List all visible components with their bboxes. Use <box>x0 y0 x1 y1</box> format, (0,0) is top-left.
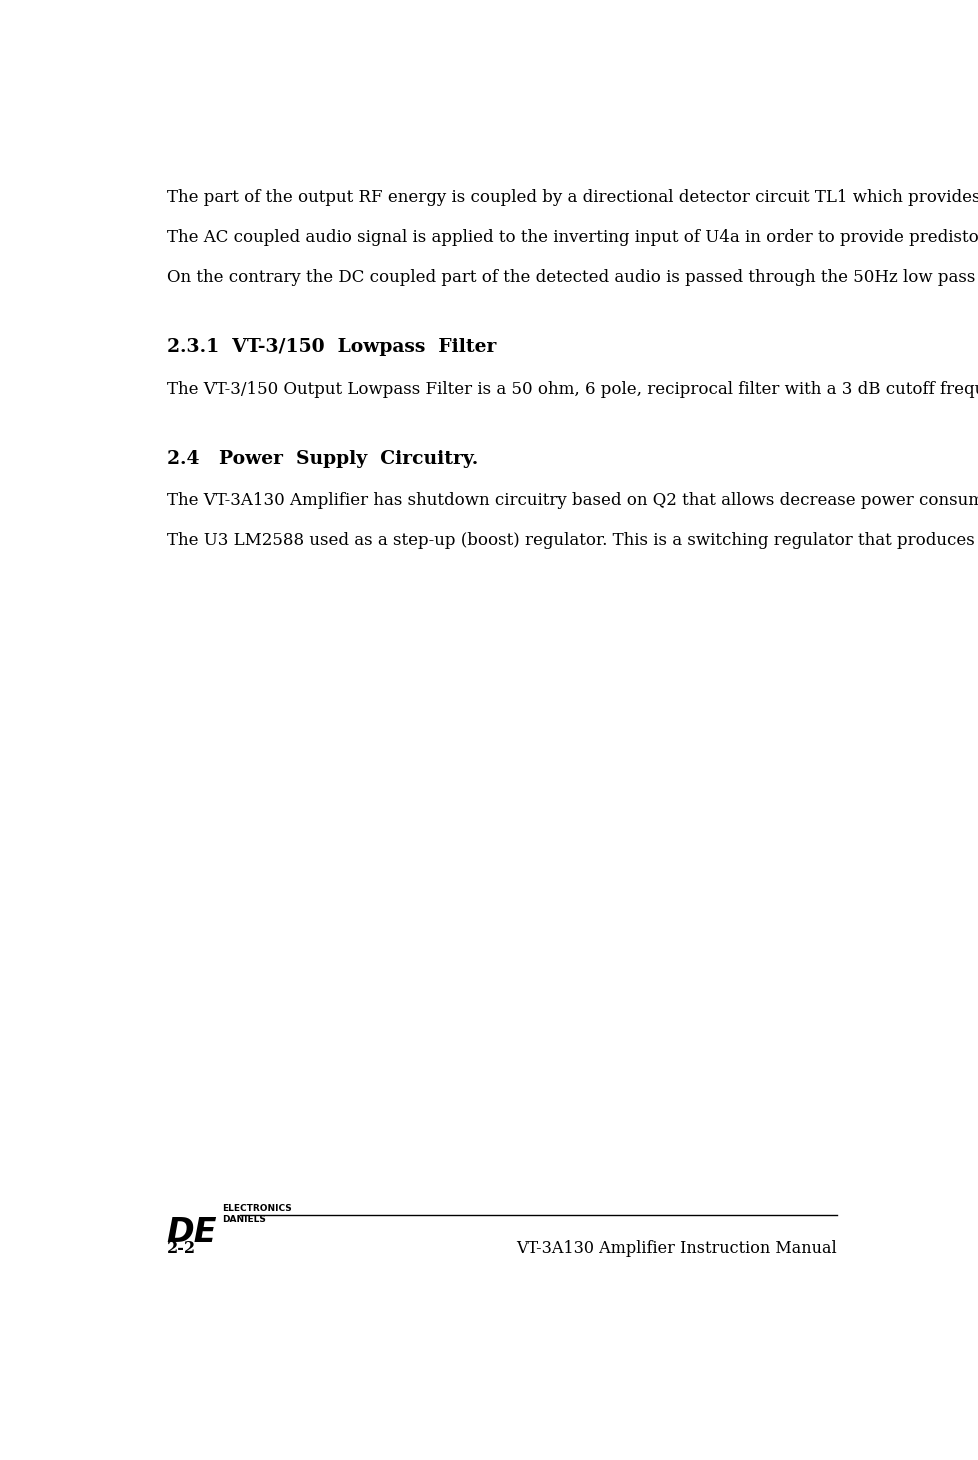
Text: The U3 LM2588 used as a step-up (boost) regulator. This is a switching regulator: The U3 LM2588 used as a step-up (boost) … <box>166 533 978 549</box>
Text: On the contrary the DC coupled part of the detected audio is passed through the : On the contrary the DC coupled part of t… <box>166 269 978 286</box>
Text: DANIELS: DANIELS <box>222 1216 266 1225</box>
Text: The AC coupled audio signal is applied to the inverting input of U4a in order to: The AC coupled audio signal is applied t… <box>166 229 978 245</box>
Text: 2.3.1  VT-3/150  Lowpass  Filter: 2.3.1 VT-3/150 Lowpass Filter <box>166 339 496 356</box>
Text: VT-3A130 Amplifier Instruction Manual: VT-3A130 Amplifier Instruction Manual <box>515 1240 836 1257</box>
Text: The VT-3A130 Amplifier has shutdown circuitry based on Q2 that allows decrease p: The VT-3A130 Amplifier has shutdown circ… <box>166 492 978 510</box>
Text: 2-2: 2-2 <box>166 1240 196 1257</box>
Text: ELECTRONICS: ELECTRONICS <box>222 1204 291 1213</box>
Text: 2.4   Power  Supply  Circuitry.: 2.4 Power Supply Circuitry. <box>166 450 477 469</box>
Text: The part of the output RF energy is coupled by a directional detector circuit TL: The part of the output RF energy is coup… <box>166 188 978 206</box>
Text: The VT-3/150 Output Lowpass Filter is a 50 ohm, 6 pole, reciprocal filter with a: The VT-3/150 Output Lowpass Filter is a … <box>166 381 978 397</box>
Text: DE: DE <box>166 1216 217 1250</box>
